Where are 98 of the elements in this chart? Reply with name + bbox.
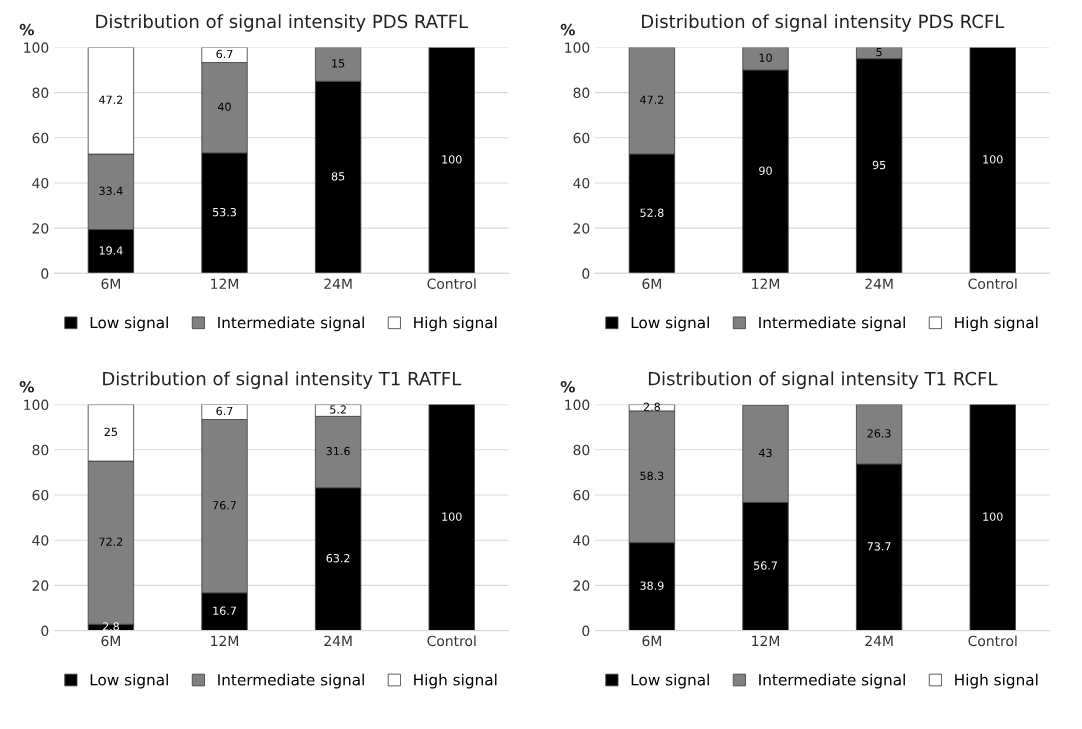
y-tick-label: 100 bbox=[24, 42, 49, 53]
y-tick-label: 80 bbox=[32, 444, 49, 456]
x-tick-label: 6M bbox=[101, 278, 120, 289]
legend-label: High signal bbox=[955, 316, 1038, 332]
data-label: 95 bbox=[872, 160, 886, 170]
x-tick-label: 12M bbox=[752, 278, 779, 289]
data-label: 47.2 bbox=[99, 95, 123, 104]
y-tick-label: 0 bbox=[41, 268, 49, 279]
data-label: 5.2 bbox=[330, 405, 346, 414]
data-label: 56.7 bbox=[754, 561, 777, 570]
x-tick-label: 12M bbox=[211, 635, 238, 646]
chart-title: Distribution of signal intensity PDS RATFL bbox=[96, 14, 469, 32]
bar bbox=[969, 404, 1016, 631]
y-tick-label: 100 bbox=[24, 399, 49, 411]
legend-label: High signal bbox=[414, 673, 497, 689]
data-label: 100 bbox=[983, 155, 1003, 164]
y-tick-label: 80 bbox=[32, 87, 49, 99]
data-label: 100 bbox=[442, 512, 462, 521]
data-label: 10 bbox=[759, 53, 772, 62]
data-label: 85 bbox=[331, 172, 345, 181]
y-tick-label: 60 bbox=[573, 489, 590, 501]
x-tick-label: 12M bbox=[211, 278, 238, 289]
y-tick-label: 40 bbox=[32, 177, 49, 189]
data-label: 2.8 bbox=[643, 402, 660, 411]
x-tick-label: 24M bbox=[324, 278, 352, 289]
legend-label: Intermediate signal bbox=[759, 316, 905, 332]
x-tick-label: Control bbox=[427, 635, 476, 647]
data-label: 53.3 bbox=[213, 207, 236, 217]
data-label: 73.7 bbox=[867, 542, 891, 551]
data-label: 6.7 bbox=[216, 406, 233, 416]
y-tick-label: 100 bbox=[565, 399, 590, 411]
chart-title: Distribution of signal intensity T1 RATFL bbox=[103, 371, 462, 389]
legend-label: Low signal bbox=[90, 316, 168, 332]
data-label: 5 bbox=[876, 48, 882, 57]
y-axis-title: % bbox=[560, 381, 575, 393]
bar bbox=[428, 404, 475, 631]
data-label: 15 bbox=[332, 59, 345, 68]
data-label: 58.3 bbox=[640, 471, 664, 481]
y-axis-title: % bbox=[19, 23, 34, 36]
y-tick-label: 20 bbox=[32, 580, 49, 591]
y-tick-label: 20 bbox=[32, 223, 49, 234]
x-tick-label: 24M bbox=[865, 635, 893, 646]
bar bbox=[969, 47, 1016, 274]
x-tick-label: 24M bbox=[865, 278, 893, 289]
legend-label: Low signal bbox=[90, 673, 168, 689]
data-label: 31.6 bbox=[326, 446, 350, 456]
data-label: 25 bbox=[104, 427, 117, 437]
data-label: 33.4 bbox=[99, 186, 123, 196]
y-tick-label: 40 bbox=[573, 177, 590, 189]
x-tick-label: Control bbox=[968, 278, 1017, 289]
data-label: 100 bbox=[983, 512, 1003, 521]
data-label: 16.7 bbox=[213, 606, 236, 615]
y-tick-label: 60 bbox=[573, 132, 590, 144]
y-tick-label: 40 bbox=[32, 535, 49, 546]
data-label: 72.2 bbox=[99, 537, 123, 546]
legend-label: High signal bbox=[414, 316, 497, 332]
y-axis-title: % bbox=[560, 23, 575, 36]
y-tick-label: 20 bbox=[573, 223, 590, 234]
y-tick-label: 20 bbox=[573, 580, 590, 591]
y-tick-label: 0 bbox=[41, 625, 49, 637]
x-tick-label: Control bbox=[427, 278, 476, 289]
x-tick-label: 6M bbox=[101, 635, 120, 647]
y-tick-label: 60 bbox=[32, 489, 49, 501]
data-label: 19.4 bbox=[99, 246, 123, 255]
x-tick-label: 24M bbox=[324, 635, 352, 646]
data-label: 63.2 bbox=[326, 553, 350, 563]
data-label: 52.8 bbox=[640, 208, 664, 217]
data-label: 76.7 bbox=[213, 501, 236, 510]
legend-label: Intermediate signal bbox=[218, 673, 364, 689]
legend-label: High signal bbox=[955, 673, 1038, 689]
chart-title: Distribution of signal intensity T1 RCFL bbox=[648, 371, 998, 389]
y-tick-label: 80 bbox=[573, 444, 590, 456]
data-label: 38.9 bbox=[640, 581, 664, 590]
data-label: 2.8 bbox=[102, 622, 119, 631]
y-tick-label: 0 bbox=[582, 268, 590, 279]
legend-label: Low signal bbox=[631, 673, 709, 689]
data-label: 100 bbox=[442, 155, 462, 164]
y-tick-label: 40 bbox=[573, 535, 590, 546]
x-tick-label: 6M bbox=[642, 635, 661, 647]
data-label: 43 bbox=[758, 448, 772, 458]
y-tick-label: 60 bbox=[32, 132, 49, 144]
x-tick-label: 12M bbox=[752, 635, 779, 646]
x-tick-label: Control bbox=[968, 635, 1017, 647]
legend-label: Intermediate signal bbox=[218, 316, 364, 332]
y-tick-label: 100 bbox=[565, 42, 590, 53]
data-label: 6.7 bbox=[216, 49, 233, 59]
legend-label: Intermediate signal bbox=[759, 673, 905, 689]
data-label: 26.3 bbox=[867, 429, 891, 438]
y-tick-label: 80 bbox=[573, 87, 590, 99]
y-axis-title: % bbox=[19, 381, 34, 393]
data-label: 47.2 bbox=[640, 95, 664, 104]
data-label: 90 bbox=[759, 166, 772, 175]
y-tick-label: 0 bbox=[582, 625, 590, 637]
legend-label: Low signal bbox=[631, 316, 709, 332]
chart-title: Distribution of signal intensity PDS RCFL bbox=[642, 14, 1005, 32]
x-tick-label: 6M bbox=[642, 278, 661, 289]
data-label: 40 bbox=[217, 102, 231, 111]
bar bbox=[428, 47, 475, 274]
